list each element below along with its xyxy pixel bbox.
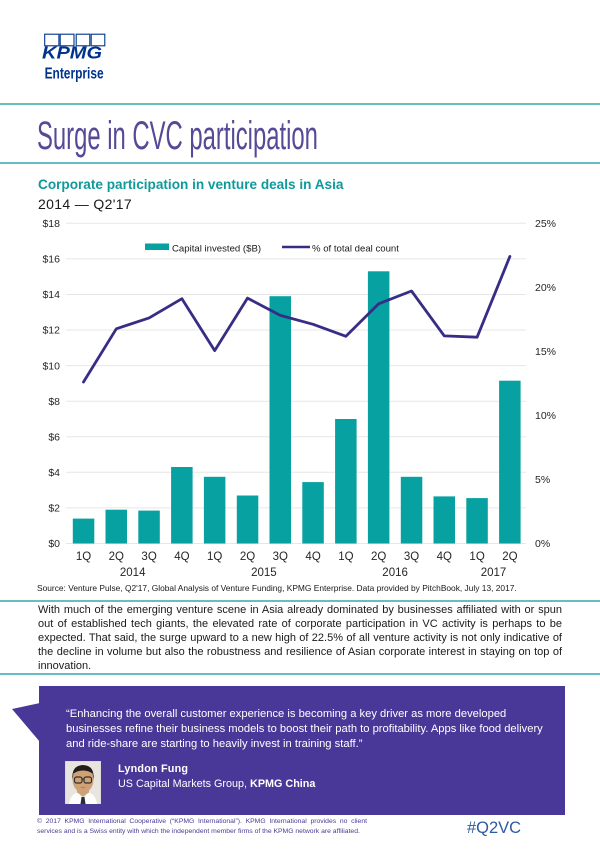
svg-text:2Q: 2Q [502,551,517,563]
svg-text:2014: 2014 [120,567,146,579]
svg-text:4Q: 4Q [305,551,320,563]
svg-text:$18: $18 [42,218,60,230]
svg-text:$4: $4 [48,467,60,479]
svg-text:1Q: 1Q [338,551,353,563]
svg-text:$2: $2 [48,503,60,515]
svg-text:Enterprise: Enterprise [45,65,104,82]
svg-text:$16: $16 [42,254,60,266]
svg-text:1Q: 1Q [469,551,484,563]
svg-text:$8: $8 [48,396,60,408]
svg-text:$6: $6 [48,432,60,444]
svg-text:2016: 2016 [382,567,408,579]
svg-text:20%: 20% [535,282,556,294]
svg-text:4Q: 4Q [174,551,189,563]
svg-text:$0: $0 [48,538,60,550]
svg-text:15%: 15% [535,346,556,358]
svg-text:4Q: 4Q [437,551,452,563]
svg-text:2015: 2015 [251,567,277,579]
svg-text:25%: 25% [535,218,556,230]
svg-text:10%: 10% [535,410,556,422]
svg-text:2Q: 2Q [240,551,255,563]
svg-text:$10: $10 [42,360,60,372]
svg-text:3Q: 3Q [141,551,156,563]
svg-text:% of total deal count: % of total deal count [312,244,399,255]
svg-text:$14: $14 [42,289,60,301]
svg-text:1Q: 1Q [76,551,91,563]
svg-text:2017: 2017 [481,567,507,579]
svg-text:2Q: 2Q [109,551,124,563]
svg-text:5%: 5% [535,474,550,486]
svg-text:3Q: 3Q [273,551,288,563]
svg-text:Capital invested ($B): Capital invested ($B) [172,244,261,255]
svg-text:3Q: 3Q [404,551,419,563]
svg-text:KPMG: KPMG [42,43,102,63]
svg-text:1Q: 1Q [207,551,222,563]
svg-text:$12: $12 [42,325,60,337]
svg-text:0%: 0% [535,538,550,550]
svg-text:2Q: 2Q [371,551,386,563]
